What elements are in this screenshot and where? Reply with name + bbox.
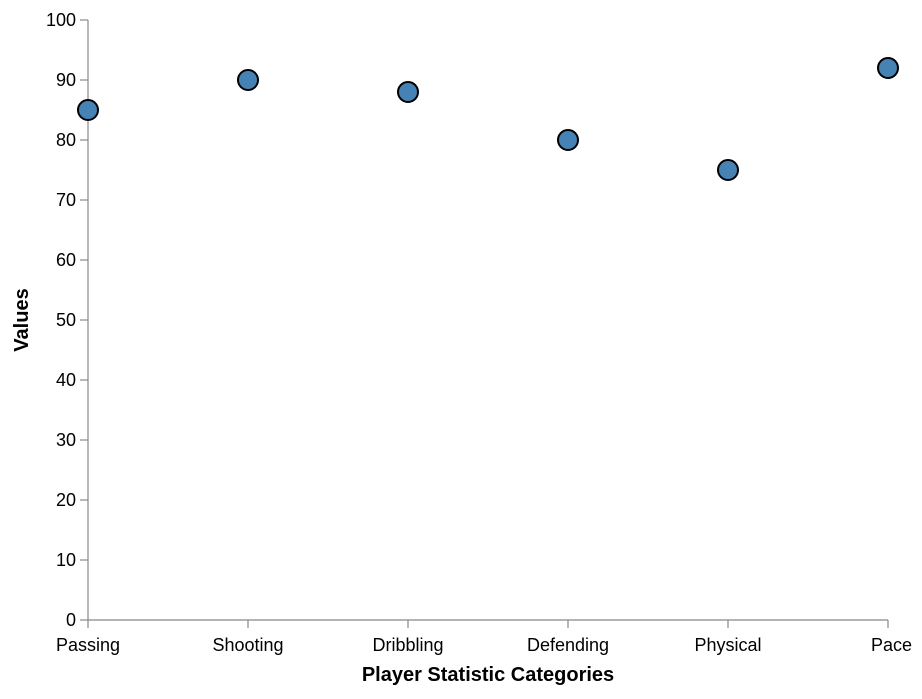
x-tick-label: Pace: [871, 635, 912, 655]
y-tick-label: 60: [56, 250, 76, 270]
y-tick-label: 50: [56, 310, 76, 330]
x-axis-title: Player Statistic Categories: [362, 664, 614, 686]
y-tick-label: 80: [56, 130, 76, 150]
x-axis: Passing Shooting Dribbling Defending Physica…: [56, 619, 912, 655]
x-tick-label: Shooting: [212, 635, 283, 655]
y-tick-label: 30: [56, 430, 76, 450]
y-tick-label: 90: [56, 70, 76, 90]
data-point-passing[interactable]: [77, 99, 99, 121]
data-point-pace[interactable]: [877, 57, 899, 79]
y-tick-label: 10: [56, 550, 76, 570]
y-axis: 0 10 20 30 40 50 60 70 80 90 100: [46, 10, 89, 630]
y-tick-label: 40: [56, 370, 76, 390]
x-tick-label: Dribbling: [372, 635, 443, 655]
y-tick-label: 70: [56, 190, 76, 210]
data-points: [77, 57, 899, 181]
data-point-defending[interactable]: [557, 129, 579, 151]
data-point-shooting[interactable]: [237, 69, 259, 91]
y-axis-title: Values: [11, 288, 33, 351]
data-point-dribbling[interactable]: [397, 81, 419, 103]
x-tick-label: Physical: [694, 635, 761, 655]
x-tick-label: Defending: [527, 635, 609, 655]
data-point-physical[interactable]: [717, 159, 739, 181]
x-tick-label: Passing: [56, 635, 120, 655]
y-tick-label: 100: [46, 10, 76, 30]
y-tick-label: 0: [66, 610, 76, 630]
y-tick-label: 20: [56, 490, 76, 510]
